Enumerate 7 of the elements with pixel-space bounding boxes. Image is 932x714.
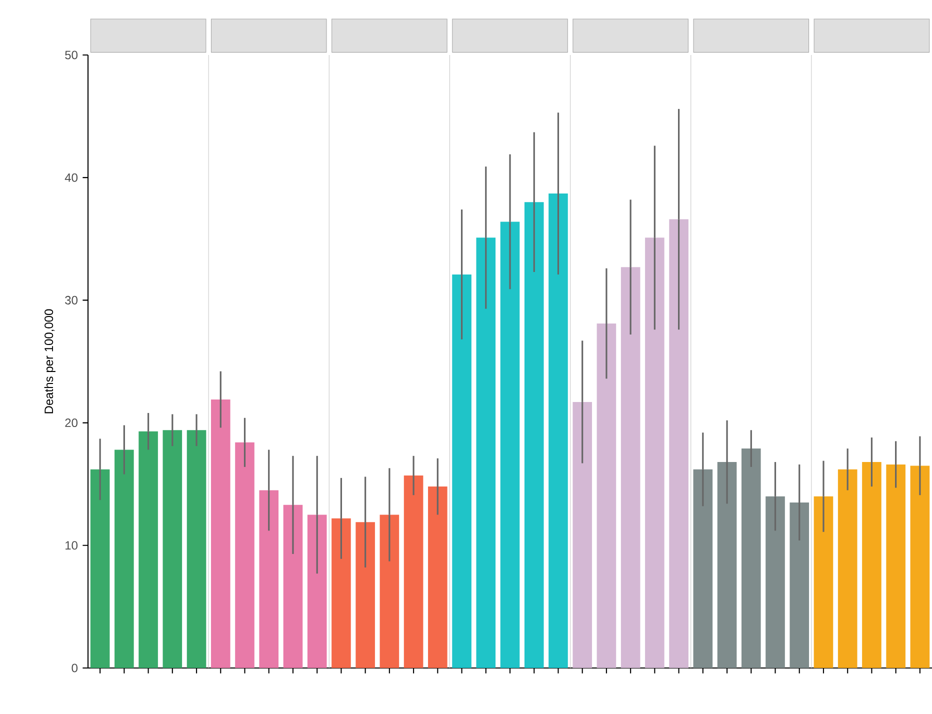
y-tick-label: 50 [65,50,78,60]
y-tick-label: 10 [66,541,78,550]
y-tick-label: 30 [65,296,78,304]
y-tick-label: 40 [64,173,78,182]
y-tick-label: 20 [65,418,78,428]
y-tick-label: 0 [72,664,78,672]
y-axis-title: Deaths per 100,000 [44,309,56,414]
